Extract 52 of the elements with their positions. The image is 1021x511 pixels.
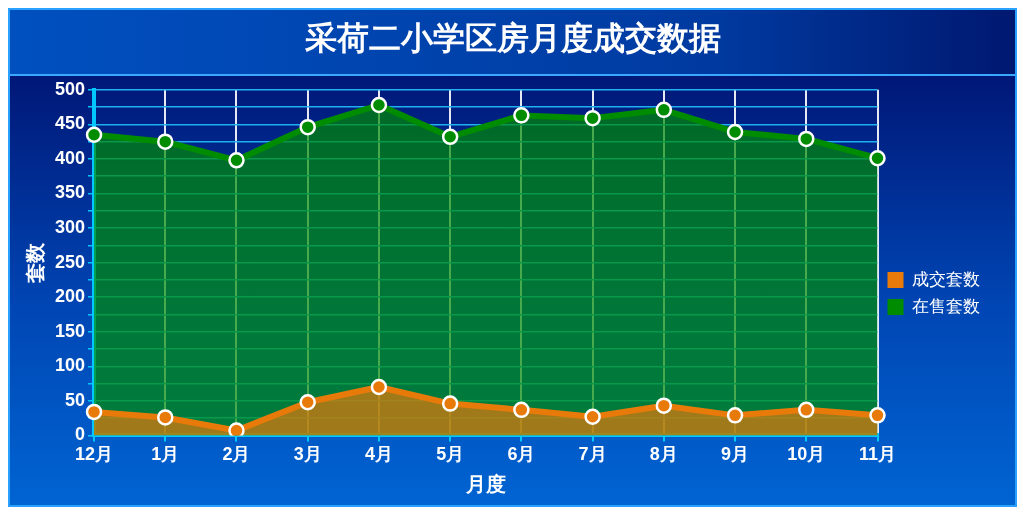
point (157, 409, 174, 426)
y-tick-label: 350 (54, 182, 86, 203)
x-tick-label: 4月 (364, 444, 393, 465)
point (85, 126, 103, 143)
x-tick-label: 6月 (507, 444, 536, 465)
x-tick-label: 8月 (649, 444, 678, 465)
legend-label: 在售套数 (912, 296, 980, 316)
x-tick-label: 12月 (75, 444, 114, 465)
point (228, 152, 245, 169)
point (299, 118, 316, 136)
y-tick-label: 250 (54, 251, 86, 272)
y-tick-label: 300 (54, 217, 86, 238)
y-axis-title: 套数 (23, 241, 46, 284)
y-tick-label: 100 (54, 355, 86, 376)
x-tick-label: 3月 (293, 444, 322, 465)
point (726, 407, 744, 424)
chart-title: 采荷二小学区房月度成交数据 (10, 10, 1015, 76)
point (584, 408, 601, 425)
point (655, 397, 673, 414)
x-tick-label: 10月 (787, 444, 826, 465)
point (869, 149, 886, 167)
point (584, 109, 601, 127)
point (513, 107, 530, 124)
y-tick-label: 450 (54, 113, 86, 134)
x-tick-label: 9月 (721, 444, 750, 465)
point (370, 378, 388, 396)
x-tick-label: 7月 (578, 444, 607, 465)
y-tick-label: 400 (54, 147, 86, 168)
x-tick-label: 2月 (222, 444, 251, 465)
x-tick-label: 11月 (858, 444, 897, 465)
y-tick-label: 500 (54, 78, 86, 99)
legend-label: 成交套数 (912, 269, 980, 289)
x-tick-label: 1月 (151, 444, 180, 465)
point (228, 422, 245, 436)
point (157, 133, 174, 150)
point (726, 123, 744, 141)
point (370, 96, 388, 114)
point (513, 401, 530, 419)
y-tick-label: 150 (54, 320, 86, 341)
y-tick-label: 50 (65, 389, 86, 410)
point (441, 395, 459, 412)
y-tick-label: 0 (75, 424, 86, 445)
point (655, 101, 673, 119)
x-axis-title: 月度 (464, 472, 506, 495)
point (299, 393, 316, 411)
point (85, 403, 103, 421)
x-tick-label: 5月 (436, 444, 465, 465)
point (869, 407, 886, 424)
point (441, 128, 459, 146)
point (798, 130, 815, 148)
y-tick-label: 200 (54, 286, 86, 307)
point (798, 401, 815, 419)
